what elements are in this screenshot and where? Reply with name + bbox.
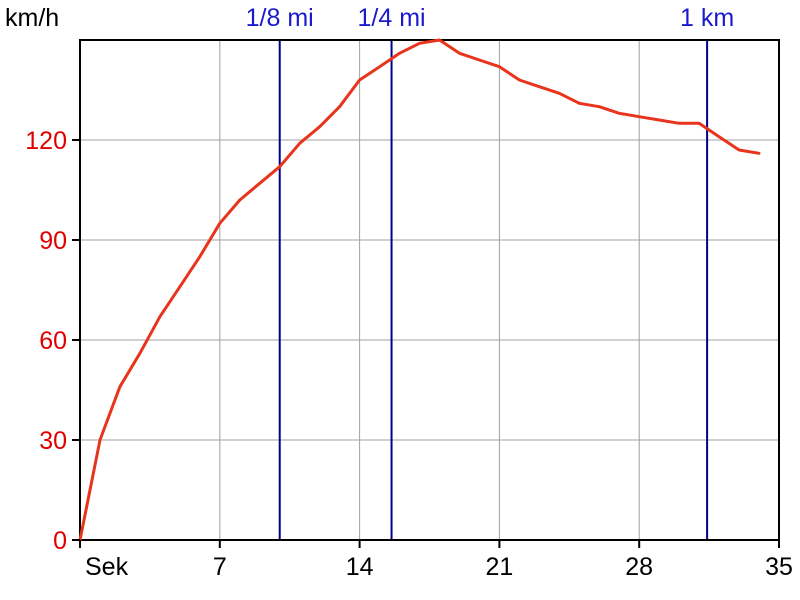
speed-series-line — [78, 38, 761, 542]
y-axis-unit-label: km/h — [5, 4, 59, 32]
x-axis-unit-label: Sek — [85, 553, 129, 581]
y-tick-label: 0 — [53, 527, 67, 555]
y-axis-ticks: 0 30 60 90 120 — [25, 127, 80, 555]
grid — [80, 40, 779, 540]
distance-marker-label: 1/8 mi — [246, 4, 314, 32]
x-tick-label: 7 — [213, 553, 227, 581]
x-tick-label: 28 — [625, 553, 653, 581]
x-tick-label: 21 — [485, 553, 513, 581]
y-tick-label: 60 — [39, 327, 67, 355]
y-tick-label: 30 — [39, 427, 67, 455]
distance-marker-label: 1 km — [680, 4, 734, 32]
y-tick-label: 120 — [25, 127, 67, 155]
x-axis-ticks: Sek 7 14 21 28 35 — [79, 540, 793, 581]
series-layer — [78, 38, 761, 542]
x-tick-label: 14 — [346, 553, 374, 581]
y-tick-label: 90 — [39, 227, 67, 255]
x-tick-label: 35 — [765, 553, 793, 581]
distance-markers: 1/8 mi 1/4 mi 1 km — [246, 4, 734, 540]
plot-frame — [79, 39, 780, 541]
distance-marker-label: 1/4 mi — [358, 4, 426, 32]
